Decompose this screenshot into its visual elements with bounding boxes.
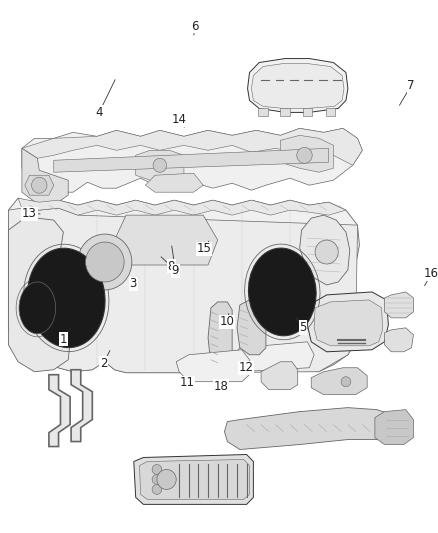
Polygon shape — [25, 175, 54, 195]
Polygon shape — [114, 215, 218, 265]
Circle shape — [152, 474, 162, 484]
Polygon shape — [303, 108, 312, 116]
Polygon shape — [22, 128, 362, 192]
Polygon shape — [326, 108, 336, 116]
Text: 10: 10 — [219, 316, 234, 328]
Text: 11: 11 — [179, 376, 194, 390]
Polygon shape — [375, 410, 413, 445]
Polygon shape — [140, 459, 250, 499]
Polygon shape — [8, 208, 357, 373]
Circle shape — [315, 240, 338, 264]
Text: 3: 3 — [130, 277, 137, 290]
Text: 18: 18 — [213, 379, 228, 392]
Circle shape — [85, 242, 124, 282]
Polygon shape — [247, 59, 348, 112]
Text: 16: 16 — [424, 267, 438, 280]
Text: 4: 4 — [95, 106, 103, 119]
Text: 5: 5 — [299, 321, 307, 334]
Text: 14: 14 — [172, 113, 187, 126]
Text: 15: 15 — [196, 243, 211, 255]
Text: 12: 12 — [239, 361, 254, 374]
Text: 7: 7 — [407, 79, 415, 92]
Text: 6: 6 — [191, 20, 199, 33]
Text: 2: 2 — [100, 357, 107, 370]
Polygon shape — [49, 375, 70, 447]
Polygon shape — [280, 108, 290, 116]
Circle shape — [32, 177, 47, 193]
Polygon shape — [176, 350, 250, 382]
Polygon shape — [307, 292, 389, 352]
Text: 9: 9 — [172, 264, 179, 277]
Polygon shape — [145, 173, 203, 192]
Polygon shape — [8, 218, 70, 372]
Polygon shape — [251, 63, 344, 108]
Polygon shape — [314, 300, 383, 346]
Text: 1: 1 — [60, 333, 67, 346]
Polygon shape — [300, 215, 350, 285]
Polygon shape — [8, 198, 360, 375]
Polygon shape — [134, 455, 253, 504]
Circle shape — [78, 234, 132, 290]
Polygon shape — [237, 300, 266, 355]
Circle shape — [152, 484, 162, 495]
Text: 8: 8 — [168, 260, 175, 273]
Polygon shape — [230, 342, 314, 372]
Ellipse shape — [28, 248, 105, 348]
Circle shape — [152, 464, 162, 474]
Polygon shape — [385, 292, 413, 318]
Polygon shape — [71, 370, 92, 441]
Polygon shape — [136, 150, 184, 180]
Polygon shape — [22, 128, 362, 165]
Polygon shape — [261, 362, 298, 390]
Polygon shape — [258, 108, 268, 116]
Polygon shape — [224, 408, 404, 449]
Polygon shape — [54, 148, 328, 172]
Polygon shape — [280, 135, 333, 172]
Polygon shape — [22, 148, 68, 205]
Polygon shape — [311, 368, 367, 394]
Polygon shape — [385, 328, 413, 352]
Circle shape — [297, 147, 312, 163]
Circle shape — [153, 158, 166, 172]
Polygon shape — [18, 198, 346, 215]
Circle shape — [157, 470, 176, 489]
Ellipse shape — [248, 248, 316, 336]
Polygon shape — [208, 302, 232, 372]
Text: 13: 13 — [22, 207, 37, 220]
Circle shape — [341, 377, 351, 386]
Ellipse shape — [19, 282, 56, 334]
